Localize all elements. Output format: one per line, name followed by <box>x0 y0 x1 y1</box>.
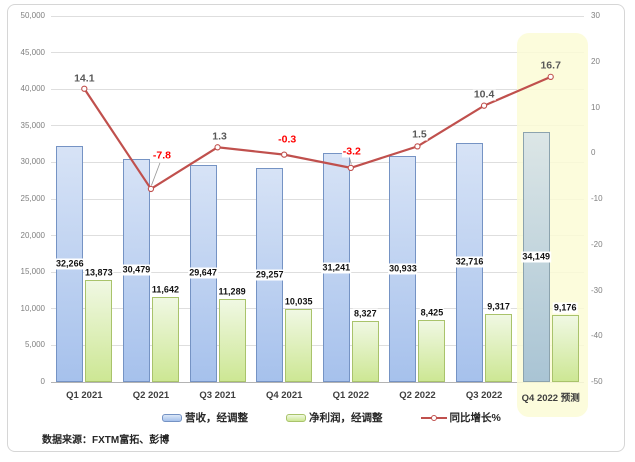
growth-line-label: 16.7 <box>540 59 561 72</box>
revenue-bar-label: 31,241 <box>321 262 352 274</box>
y-axis-label-right: -10 <box>591 194 603 203</box>
legend-item-profit: 净利润，经调整 <box>286 410 383 425</box>
profit-bar <box>418 320 446 382</box>
y-axis-label-left: 40,000 <box>20 84 45 94</box>
category-label: Q2 2022 <box>399 390 436 401</box>
y-axis-label-right: -50 <box>591 377 603 386</box>
growth-line-label: 10.4 <box>472 88 496 101</box>
y-axis-label-left: 45,000 <box>20 47 45 57</box>
category-label: Q4 2021 <box>265 390 303 401</box>
growth-line-marker <box>281 151 288 158</box>
profit-bar <box>85 280 113 382</box>
profit-bar-label: 9,317 <box>486 301 511 313</box>
growth-line-marker <box>480 102 488 109</box>
growth-line-label: -0.3 <box>277 133 298 146</box>
growth-line-label: 1.3 <box>211 130 228 143</box>
gridline <box>51 88 584 90</box>
gridline <box>51 125 584 127</box>
y-axis-label-left: 10,000 <box>20 303 45 313</box>
growth-line-swatch-icon <box>420 414 447 421</box>
category-label: Q1 2022 <box>332 390 370 401</box>
revenue-bar-label: 29,647 <box>188 267 218 279</box>
category-label: Q1 2021 <box>66 390 103 401</box>
y-axis-label-left: 0 <box>40 377 45 386</box>
gridline <box>51 344 584 346</box>
growth-line-marker <box>414 143 421 150</box>
y-axis-label-right: 0 <box>591 148 596 158</box>
gridline <box>51 381 584 383</box>
y-axis-label-left: 50,000 <box>20 11 45 20</box>
y-axis-label-left: 35,000 <box>20 120 45 130</box>
y-axis-label-left: 25,000 <box>20 194 45 203</box>
legend: 营收，经调整 净利润，经调整 同比增长% <box>162 410 501 425</box>
category-label: Q2 2021 <box>132 390 170 401</box>
gridline <box>51 15 584 17</box>
category-label: Q4 2022 预测 <box>521 393 580 404</box>
profit-bar-label: 11,289 <box>217 286 247 298</box>
revenue-bar-label: 32,266 <box>55 258 85 270</box>
y-axis-label-right: 10 <box>591 102 600 112</box>
data-source-text: 数据来源：FXTM富拓、彭博 <box>42 435 170 446</box>
category-label: Q3 2021 <box>199 390 236 401</box>
profit-bar-label: 11,642 <box>150 284 180 296</box>
legend-item-revenue: 营收，经调整 <box>162 410 248 425</box>
leader-line <box>151 162 161 186</box>
revenue-swatch-icon <box>162 413 182 422</box>
revenue-bar-label: 29,257 <box>254 269 285 281</box>
legend-item-growth: 同比增长% <box>420 410 501 425</box>
profit-bar-label: 8,425 <box>419 307 445 319</box>
legend-label-revenue: 营收，经调整 <box>185 412 248 424</box>
legend-label-profit: 净利润，经调整 <box>309 412 383 424</box>
profit-bar <box>551 314 579 382</box>
legend-label-growth: 同比增长% <box>449 412 501 424</box>
revenue-bar-label: 30,933 <box>388 263 418 275</box>
gridline <box>51 198 584 200</box>
gridline <box>51 235 584 237</box>
profit-bar-label: 13,873 <box>84 267 114 279</box>
profit-bar <box>285 308 313 382</box>
y-axis-label-right: 30 <box>591 11 600 20</box>
gridline <box>51 271 584 273</box>
profit-bar-label: 8,327 <box>353 308 378 320</box>
growth-line-label: -7.8 <box>151 149 172 162</box>
y-axis-label-left: 15,000 <box>20 267 45 277</box>
profit-swatch-icon <box>286 413 306 422</box>
growth-line-label: 1.5 <box>411 128 428 141</box>
revenue-bar-label: 32,716 <box>454 256 485 268</box>
revenue-bar-label: 30,479 <box>121 264 152 276</box>
growth-line-marker <box>214 144 221 151</box>
gridline <box>51 308 584 310</box>
profit-bar <box>151 296 179 382</box>
y-axis-label-right: -20 <box>591 239 603 249</box>
gridline <box>51 52 584 54</box>
profit-bar <box>218 299 246 382</box>
growth-line-label: -3.2 <box>341 145 362 158</box>
y-axis-label-right: -30 <box>591 285 603 295</box>
revenue-bar-label: 34,149 <box>521 251 551 263</box>
growth-line-label: 14.1 <box>73 72 96 85</box>
y-axis-label-left: 5,000 <box>24 340 45 350</box>
category-label: Q3 2022 <box>465 390 503 401</box>
y-axis-label-left: 20,000 <box>20 230 45 240</box>
profit-bar-label: 9,176 <box>552 302 578 314</box>
y-axis-label-left: 30,000 <box>20 157 45 167</box>
y-axis-label-right: -40 <box>591 331 603 341</box>
profit-bar <box>351 321 379 382</box>
profit-bar-label: 10,035 <box>283 296 314 308</box>
y-axis-label-right: 20 <box>591 56 600 66</box>
profit-bar <box>485 313 513 382</box>
